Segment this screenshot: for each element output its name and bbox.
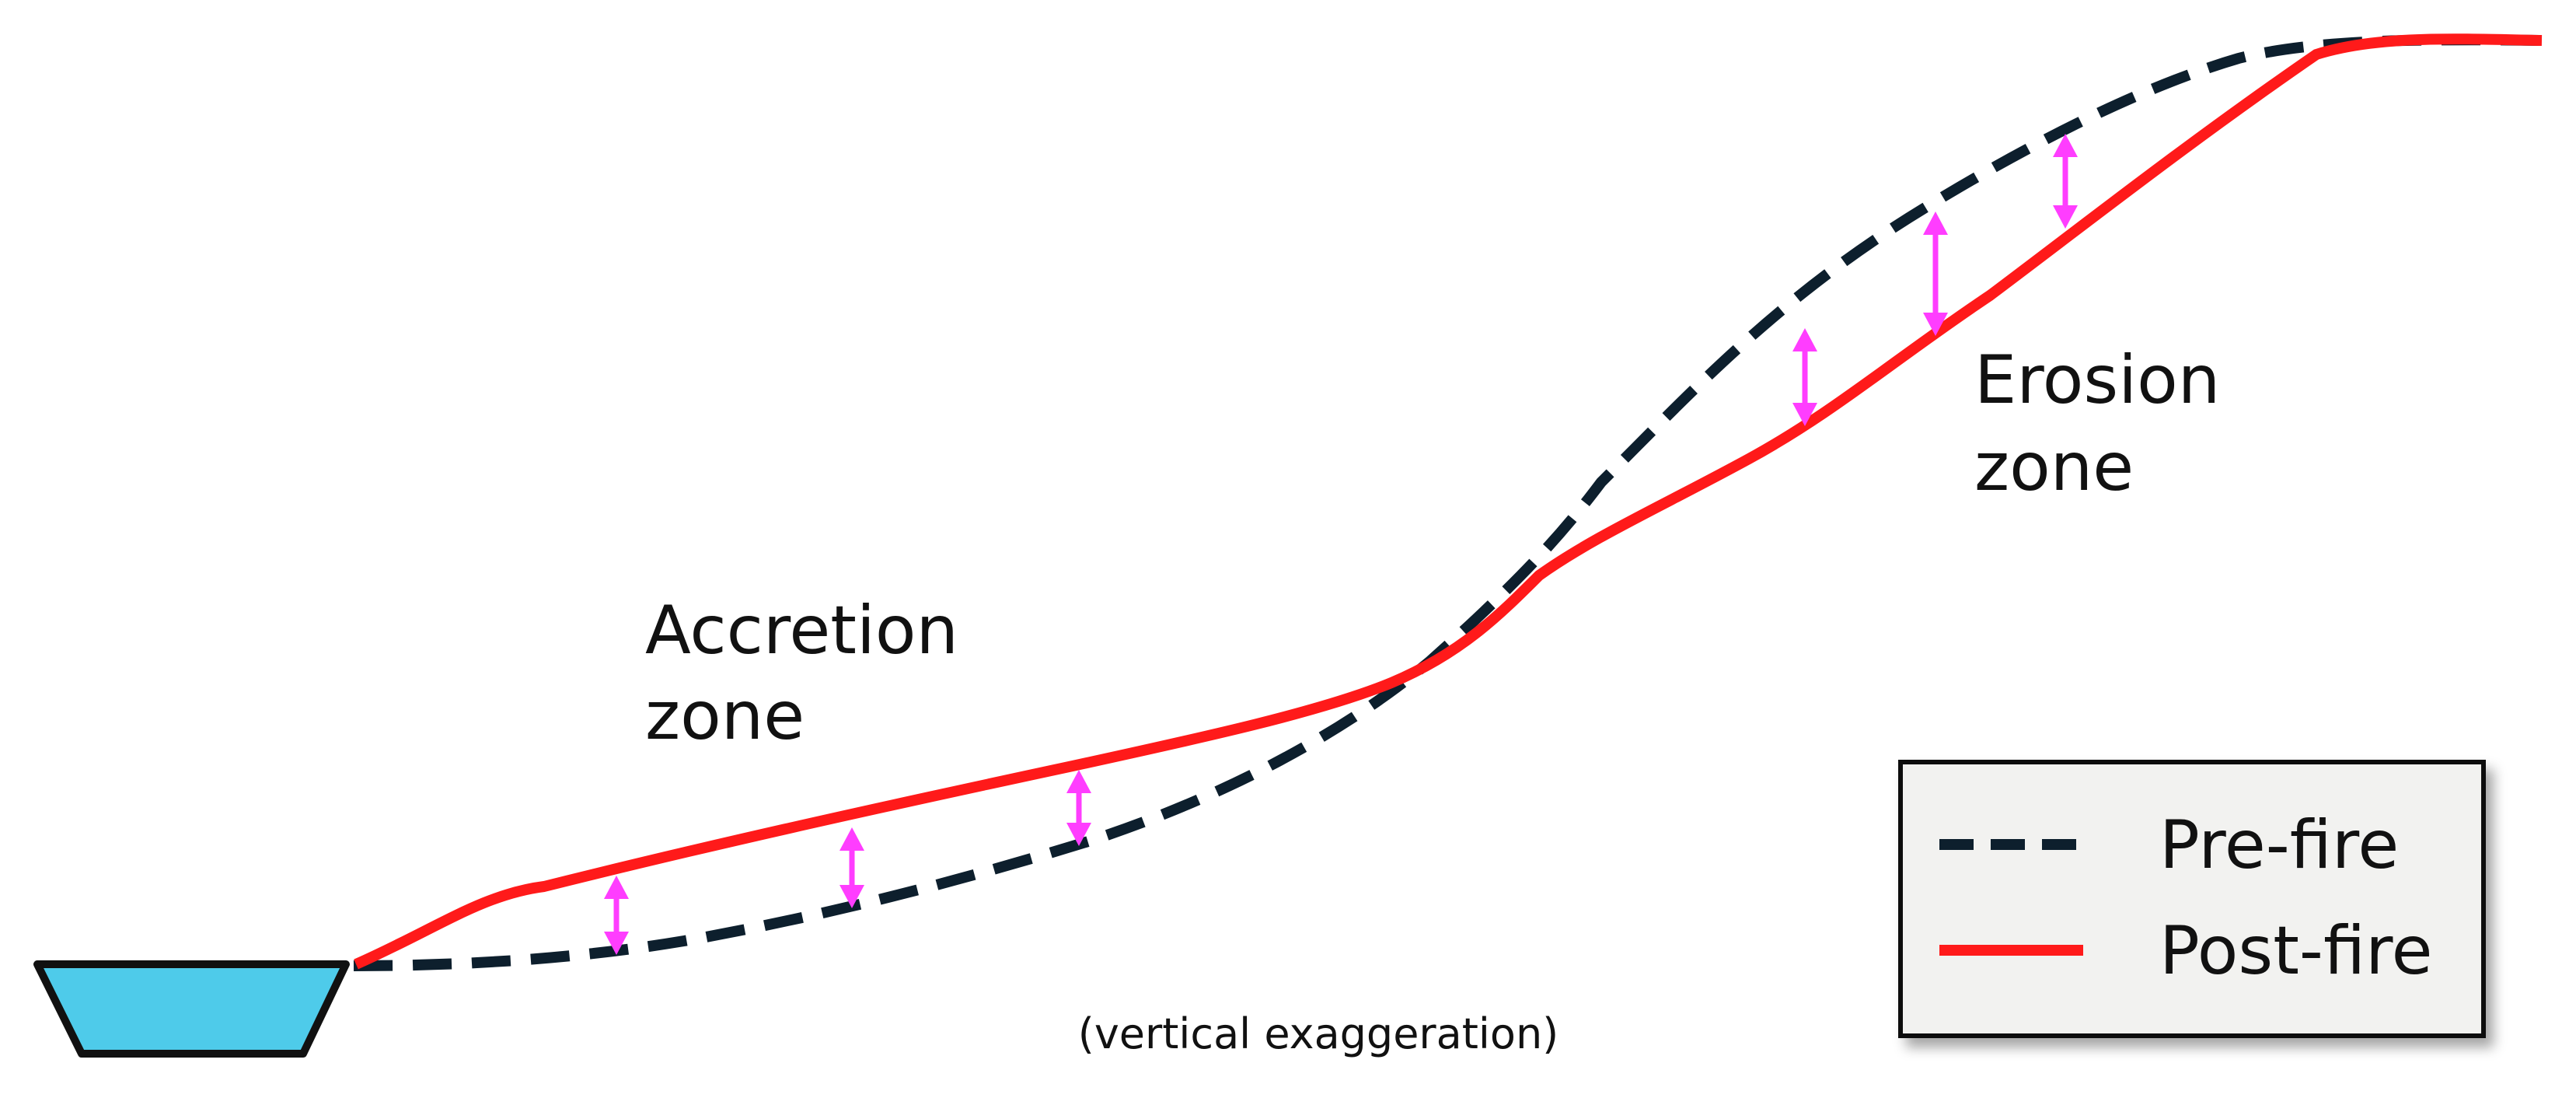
legend-box xyxy=(1898,760,2486,1038)
accretion-arrows xyxy=(604,770,1091,955)
vertical-exaggeration-caption: (vertical exaggeration) xyxy=(1078,1009,1559,1058)
accretion-zone-label-line1: Accretion xyxy=(645,592,958,670)
pre-fire-profile xyxy=(353,34,2543,971)
double-arrow-icon xyxy=(839,827,864,908)
accretion-zone-label-line2: zone xyxy=(645,677,805,755)
double-arrow-icon xyxy=(2053,134,2078,229)
stream-channel xyxy=(33,960,350,1058)
double-arrow-icon xyxy=(604,876,629,955)
erosion-zone-label-line1: Erosion xyxy=(1974,341,2220,419)
erosion-arrows xyxy=(1792,134,2078,426)
double-arrow-icon xyxy=(1792,328,1817,426)
legend: Pre-fire Post-fire xyxy=(1898,760,2486,1038)
legend-label-post-fire: Post-fire xyxy=(2159,912,2433,990)
post-fire-profile xyxy=(354,33,2543,970)
double-arrow-icon xyxy=(1923,212,1948,336)
double-arrow-icon xyxy=(1066,770,1091,846)
legend-label-pre-fire: Pre-fire xyxy=(2159,806,2399,884)
erosion-zone-label-line2: zone xyxy=(1974,428,2134,506)
